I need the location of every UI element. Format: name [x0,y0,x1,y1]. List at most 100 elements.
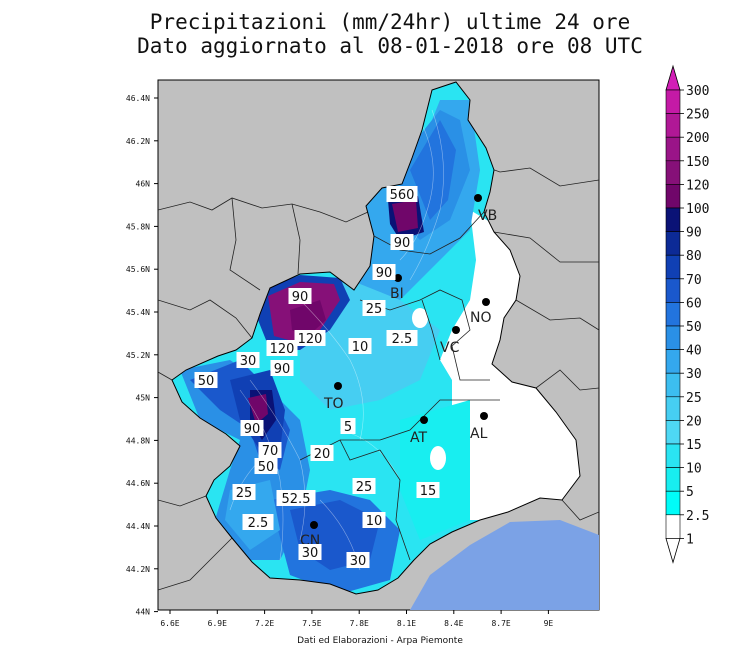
colorbar-swatch [665,302,681,327]
svg-text:120: 120 [298,332,323,347]
lat-tick-label: 45N [136,394,151,403]
colorbar-label: 100 [686,202,709,217]
svg-text:25: 25 [356,480,373,495]
colorbar-label: 80 [686,249,702,264]
svg-text:2.5: 2.5 [392,332,413,347]
colorbar: 3002502001501201009080706050403025201510… [665,64,709,564]
colorbar-swatch [665,207,681,232]
contour-label: 10 [362,512,386,529]
lat-tick-label: 46.2N [126,137,150,146]
lon-tick-label: 7.8E [350,619,369,628]
lat-tick-label: 45.2N [126,351,150,360]
svg-text:30: 30 [350,554,367,569]
colorbar-label: 50 [686,320,702,335]
contour-label: 90 [240,420,264,437]
svg-text:2.5: 2.5 [248,516,269,531]
svg-text:50: 50 [198,374,215,389]
city-label-vc: VC [440,340,460,356]
lat-tick-label: 44.2N [126,565,150,574]
lat-axis: 46.4N 46.2N 46N 45.8N 45.6N 45.4N 45.2N 45N 44.8… [126,94,158,617]
map-subtitle: Dato aggiornato al 08-01-2018 ore 08 UTC [137,34,643,58]
colorbar-label: 300 [686,84,709,99]
city-dot-vc [452,326,460,334]
city-dot-no [482,298,490,306]
contour-label: 560 [386,186,418,203]
contour-label: 120 [266,340,298,357]
contour-label: 25 [232,484,256,501]
contour-label: 2.5 [242,514,274,531]
lat-tick-label: 46N [136,180,151,189]
svg-text:25: 25 [236,486,253,501]
svg-text:30: 30 [240,354,257,369]
colorbar-label: 2.5 [686,509,709,524]
colorbar-swatch [665,349,681,374]
colorbar-label: 90 [686,226,702,241]
city-label-to: TO [323,396,344,412]
contour-label: 50 [194,372,218,389]
colorbar-swatch [665,325,681,350]
contour-label: 90 [270,360,294,377]
lon-tick-label: 7.5E [302,619,321,628]
lat-tick-label: 44.6N [126,479,150,488]
colorbar-label: 200 [686,131,709,146]
svg-text:70: 70 [262,444,279,459]
contour-label: 5 [340,418,356,435]
svg-text:10: 10 [352,340,369,355]
colorbar-label: 250 [686,108,709,123]
city-dot-to [334,382,342,390]
colorbar-swatch [665,89,681,114]
svg-text:30: 30 [302,546,319,561]
lon-tick-label: 8.7E [491,619,510,628]
lat-tick-label: 44.8N [126,436,150,445]
svg-text:15: 15 [420,484,437,499]
lon-tick-label: 8.1E [397,619,416,628]
lat-tick-label: 44.4N [126,522,150,531]
contour-label: 52.5 [276,490,316,507]
colorbar-swatch [665,490,681,516]
city-label-no: NO [470,310,492,326]
colorbar-swatch [665,420,681,445]
contour-label: 30 [346,552,370,569]
colorbar-label: 20 [686,414,702,429]
colorbar-bottom-arrow [665,538,681,564]
lat-tick-label: 45.6N [126,265,150,274]
credit-text: Dati ed Elaborazioni - Arpa Piemonte [297,636,463,646]
lon-tick-label: 7.2E [255,619,274,628]
city-dot-bi [394,274,402,282]
city-label-at: AT [410,430,427,446]
colorbar-swatch [665,231,681,256]
svg-text:90: 90 [274,362,291,377]
colorbar-label: 30 [686,367,702,382]
city-dot-at [420,416,428,424]
svg-text:90: 90 [244,422,261,437]
svg-text:52.5: 52.5 [282,492,311,507]
svg-text:20: 20 [314,447,331,462]
contour-label: 20 [310,445,334,462]
contour-label: 90 [288,288,312,305]
contour-label: 50 [254,458,278,475]
colorbar-swatch [665,184,681,209]
lat-tick-label: 45.4N [126,308,150,317]
svg-text:90: 90 [376,266,393,281]
svg-text:560: 560 [390,188,415,203]
city-dot-al [480,412,488,420]
svg-text:90: 90 [394,236,411,251]
city-label-bi: BI [390,286,404,302]
contour-label: 25 [352,478,376,495]
svg-text:120: 120 [270,342,295,357]
colorbar-label: 40 [686,344,702,359]
colorbar-label: 25 [686,391,702,406]
colorbar-label: 60 [686,296,702,311]
colorbar-swatch [665,136,681,162]
colorbar-label: 1 [686,532,694,547]
contour-label: 90 [372,264,396,281]
map-title: Precipitazioni (mm/24hr) ultime 24 ore [149,10,631,34]
svg-text:5: 5 [344,420,352,435]
lon-axis: 6.6E 6.9E 7.2E 7.5E 7.8E 8.1E 8.4E 8.7E 9E [160,610,553,628]
lat-tick-label: 45.8N [126,222,150,231]
contour-label: 2.5 [386,330,418,347]
city-label-al: AL [470,426,488,442]
colorbar-label: 10 [686,462,702,477]
svg-text:25: 25 [366,302,383,317]
